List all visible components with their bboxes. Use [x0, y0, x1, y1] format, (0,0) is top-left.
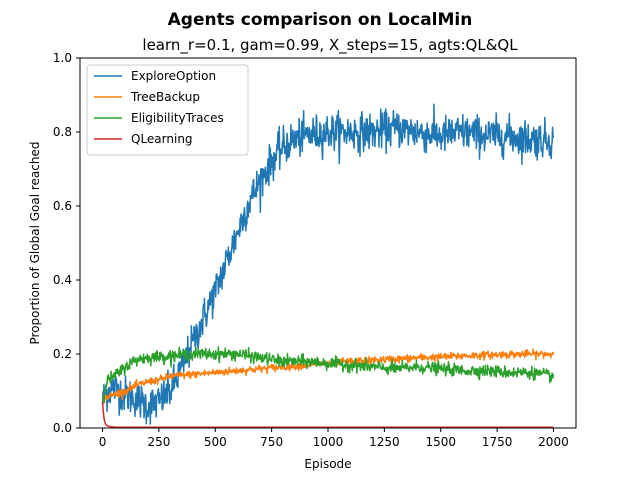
y-axis-label: Proportion of Global Goal reached — [28, 142, 42, 345]
x-tick-label: 250 — [147, 435, 170, 449]
x-tick-label: 2000 — [538, 435, 569, 449]
legend-label: TreeBackup — [130, 90, 200, 104]
x-tick-label: 750 — [260, 435, 283, 449]
y-tick-label: 1.0 — [53, 51, 72, 65]
x-tick-label: 0 — [99, 435, 107, 449]
series-line-eligibilitytraces — [101, 346, 555, 404]
x-tick-label: 500 — [204, 435, 227, 449]
y-tick-label: 0.4 — [53, 273, 72, 287]
series-line-exploreoption — [101, 103, 555, 425]
legend: ExploreOption TreeBackup EligibilityTraces… — [86, 64, 249, 156]
series-line-qlearning — [101, 402, 554, 428]
legend-label: ExploreOption — [131, 69, 216, 83]
y-tick-label: 0.8 — [53, 125, 72, 139]
legend-label: QLearning — [131, 132, 193, 146]
x-tick-label: 1250 — [369, 435, 400, 449]
y-tick-label: 0.2 — [53, 347, 72, 361]
y-axis: 0.0 0.2 0.4 0.6 0.8 1.0 — [53, 51, 80, 435]
x-tick-label: 1500 — [425, 435, 456, 449]
x-tick-label: 1750 — [482, 435, 513, 449]
legend-box — [86, 64, 249, 156]
x-tick-label: 1000 — [313, 435, 344, 449]
x-axis: 0 250 500 750 1000 1250 1500 1750 2000 — [99, 428, 569, 449]
y-tick-label: 0.0 — [53, 421, 72, 435]
chart-subtitle: learn_r=0.1, gam=0.99, X_steps=15, agts:… — [142, 36, 518, 55]
series-layer — [101, 103, 555, 428]
chart-title: Agents comparison on LocalMin — [168, 10, 473, 30]
x-axis-label: Episode — [304, 457, 351, 471]
legend-label: EligibilityTraces — [131, 111, 224, 125]
y-tick-label: 0.6 — [53, 199, 72, 213]
